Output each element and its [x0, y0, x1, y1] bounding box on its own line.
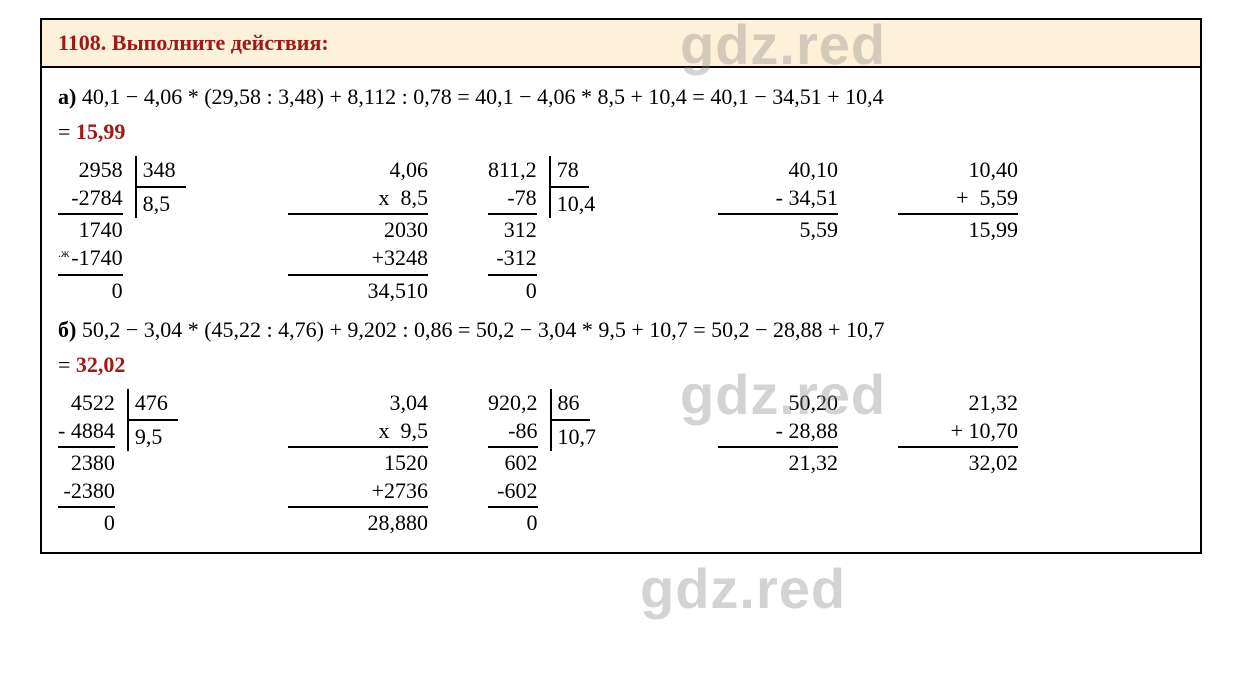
b-mult-b: x 9,5: [288, 417, 428, 445]
part-b-result: = 32,02: [58, 348, 1184, 381]
part-b-label: б): [58, 317, 76, 342]
a-ld1-s0: -2784: [71, 184, 122, 212]
b-ld2-s2: -602: [497, 477, 537, 505]
rule: [58, 446, 115, 448]
b-ld1-dividend: 4522: [71, 389, 115, 417]
a-longdiv-1: 2958 -2784 1740 .ж-1740 0 348 8,5: [58, 156, 228, 305]
b-ld1-quotient: 9,5: [127, 421, 173, 451]
a-longdiv-2: 811,2 -78 312 -312 0 78 10,4: [488, 156, 658, 305]
b-ld1-s3: 0: [104, 509, 115, 537]
a-ld1-dividend: 2958: [79, 156, 123, 184]
a-ld2-divisor: 78: [549, 156, 589, 188]
b-ld1-s1: 2380: [65, 449, 115, 477]
b-mult-a: 3,04: [288, 389, 428, 417]
rule: [898, 213, 1018, 215]
card-body: а) 40,1 − 4,06 * (29,58 : 3,48) + 8,112 …: [42, 68, 1200, 552]
rule: [58, 506, 115, 508]
b-ld1-s2: -2380: [64, 477, 115, 505]
rule: [58, 213, 123, 215]
a-ld1-divisor: 348: [135, 156, 186, 188]
rule: [288, 274, 428, 276]
b-sub: 50,20 - 28,88 21,32: [718, 389, 838, 477]
b-add: 21,32 + 10,70 32,02: [898, 389, 1018, 477]
b-ld2-s0: -86: [508, 417, 537, 445]
page: gdz.red gdz.red gdz.red 1108. Выполните …: [0, 0, 1242, 700]
rule: [488, 446, 538, 448]
a-add-b: + 5,59: [898, 184, 1018, 212]
a-mult-p2: +3248: [288, 244, 428, 272]
part-b-expression: б) 50,2 − 3,04 * (45,22 : 4,76) + 9,202 …: [58, 313, 1184, 346]
b-sub-r: 21,32: [718, 449, 838, 477]
a-ld2-dividend: 811,2: [488, 156, 537, 184]
b-mult: 3,04 x 9,5 1520 +2736 28,880: [288, 389, 428, 538]
part-b-expr-text: 50,2 − 3,04 * (45,22 : 4,76) + 9,202 : 0…: [82, 317, 885, 342]
a-ld2-s2: -312: [496, 244, 536, 272]
card-title: 1108. Выполните действия:: [42, 20, 1200, 68]
a-mult: 4,06 x 8,5 2030 +3248 34,510: [288, 156, 428, 305]
a-sub-r: 5,59: [718, 216, 838, 244]
a-sub-b: - 34,51: [718, 184, 838, 212]
b-ld2-quotient: 10,7: [550, 421, 607, 451]
b-mult-p1: 1520: [288, 449, 428, 477]
rule: [488, 213, 537, 215]
a-add: 10,40 + 5,59 15,99: [898, 156, 1018, 244]
a-ld2-s0: -78: [507, 184, 536, 212]
b-sub-b: - 28,88: [718, 417, 838, 445]
rule: [488, 274, 537, 276]
b-longdiv-2: 920,2 -86 602 -602 0 86 10,7: [488, 389, 658, 538]
a-mult-res: 34,510: [288, 277, 428, 305]
a-add-r: 15,99: [898, 216, 1018, 244]
exercise-card: 1108. Выполните действия: а) 40,1 − 4,06…: [40, 18, 1202, 554]
b-ld2-dividend: 920,2: [488, 389, 538, 417]
b-ld2-s3: 0: [527, 509, 538, 537]
b-mult-res: 28,880: [288, 509, 428, 537]
rule: [58, 274, 123, 276]
a-ld2-quotient: 10,4: [549, 188, 606, 218]
a-ld1-s1: 1740: [73, 216, 123, 244]
a-add-a: 10,40: [898, 156, 1018, 184]
b-ld2-s1: 602: [499, 449, 538, 477]
rule: [288, 213, 428, 215]
b-ld1-s0: - 4884: [58, 417, 115, 445]
a-sub: 40,10 - 34,51 5,59: [718, 156, 838, 244]
rule: [718, 446, 838, 448]
a-mult-p1: 2030: [288, 216, 428, 244]
part-b-calculations: 4522 - 4884 2380 -2380 0 476 9,5: [58, 389, 1184, 538]
part-a-result: = 15,99: [58, 115, 1184, 148]
a-ld2-s1: 312: [498, 216, 537, 244]
rule: [718, 213, 838, 215]
b-add-r: 32,02: [898, 449, 1018, 477]
a-mult-a: 4,06: [288, 156, 428, 184]
part-a-calculations: 2958 -2784 1740 .ж-1740 0 348 8,5: [58, 156, 1184, 305]
b-add-b: + 10,70: [898, 417, 1018, 445]
a-ld1-s2: .ж-1740: [58, 244, 123, 272]
a-sub-a: 40,10: [718, 156, 838, 184]
a-ld1-s3: 0: [112, 277, 123, 305]
b-longdiv-1: 4522 - 4884 2380 -2380 0 476 9,5: [58, 389, 228, 538]
part-b-answer: 32,02: [76, 352, 126, 377]
part-a-answer: 15,99: [76, 119, 126, 144]
a-ld1-quotient: 8,5: [135, 188, 181, 218]
a-mult-b: x 8,5: [288, 184, 428, 212]
equals-sign: =: [58, 352, 76, 377]
rule: [288, 446, 428, 448]
b-mult-p2: +2736: [288, 477, 428, 505]
rule: [898, 446, 1018, 448]
b-ld1-divisor: 476: [127, 389, 178, 421]
rule: [288, 506, 428, 508]
b-add-a: 21,32: [898, 389, 1018, 417]
watermark-3: gdz.red: [640, 556, 846, 621]
part-a-expr-text: 40,1 − 4,06 * (29,58 : 3,48) + 8,112 : 0…: [82, 84, 884, 109]
b-ld2-divisor: 86: [550, 389, 590, 421]
equals-sign: =: [58, 119, 76, 144]
part-a-expression: а) 40,1 − 4,06 * (29,58 : 3,48) + 8,112 …: [58, 80, 1184, 113]
rule: [488, 506, 538, 508]
a-ld2-s3: 0: [526, 277, 537, 305]
part-a-label: а): [58, 84, 76, 109]
b-sub-a: 50,20: [718, 389, 838, 417]
